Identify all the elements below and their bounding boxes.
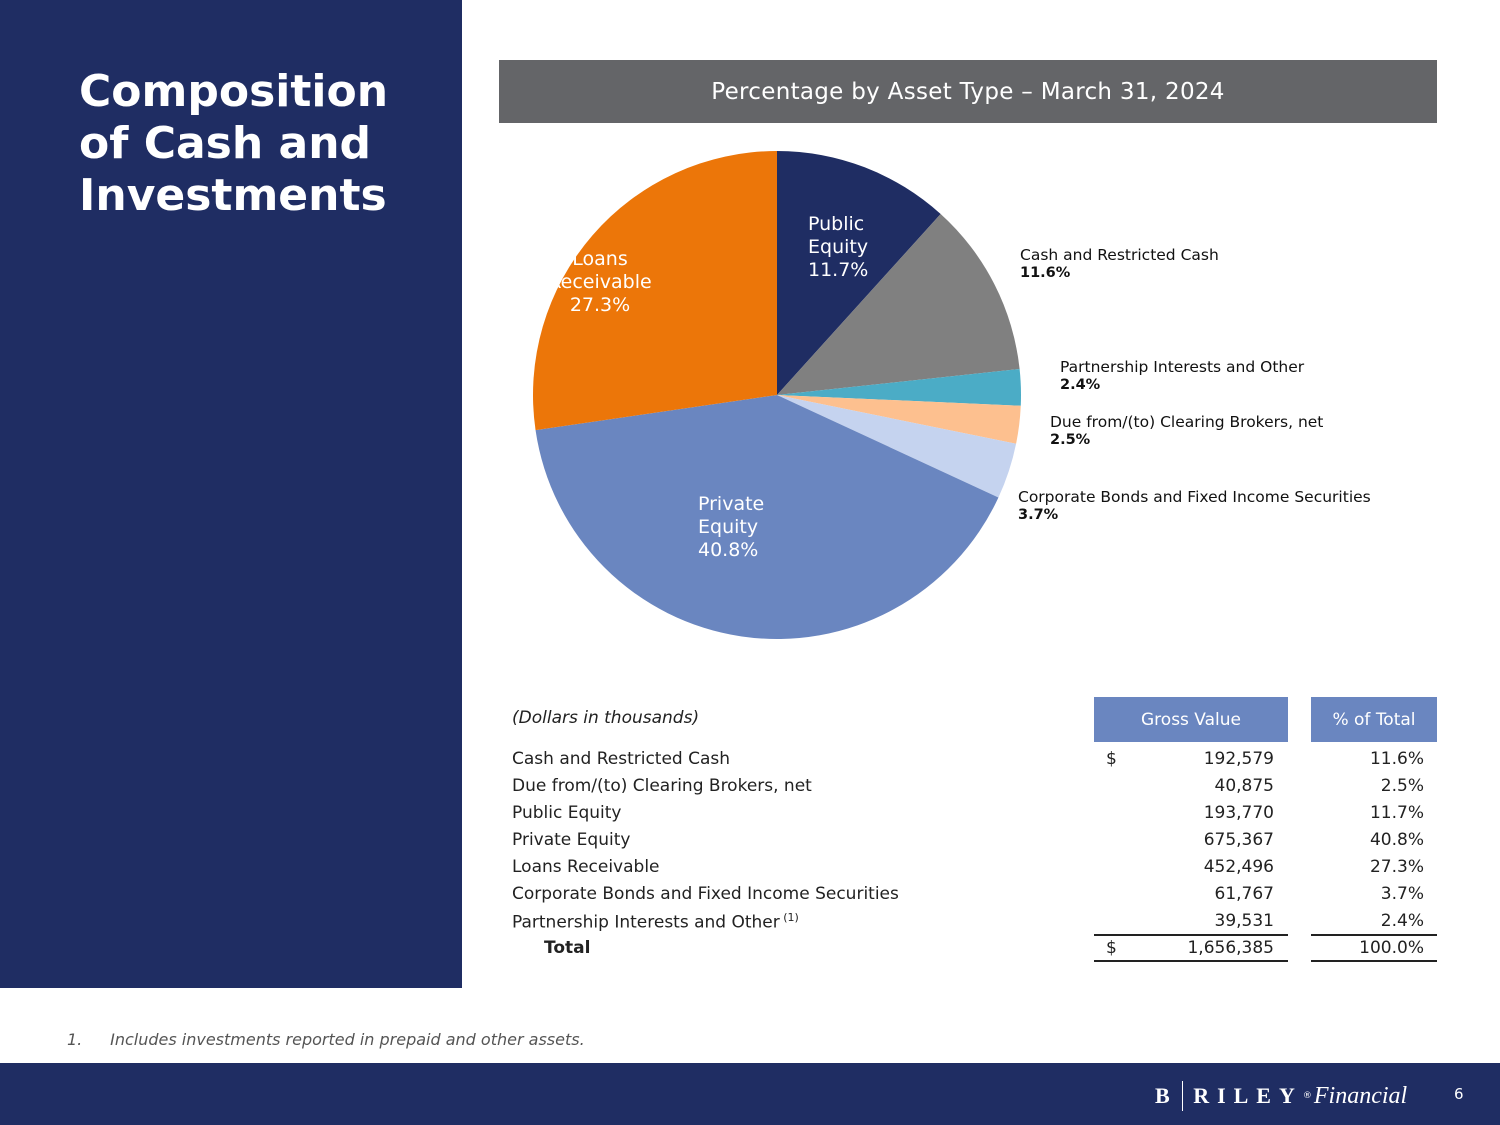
pie-label-partnership-interests-and-other: Partnership Interests and Other 2.4% [1060, 358, 1305, 393]
pie-label-private-equity: Private Equity 40.8% [698, 493, 764, 561]
pct-total-cell: 3.7% [1380, 884, 1424, 904]
footer-bar [0, 1063, 1500, 1125]
gross-value-cell: 40,875 [1214, 776, 1274, 796]
currency-symbol: $ [1106, 749, 1117, 769]
pie-label-loans-receivable: Loans Receivable 27.3% [548, 248, 651, 316]
pie-slice-cash-and-restricted-cash [777, 214, 1020, 395]
subtotal-rule-pct [1311, 934, 1437, 936]
pct-total-cell: 2.4% [1380, 911, 1424, 931]
subtotal-rule-gross [1094, 934, 1288, 936]
page-title: Composition of Cash and Investments [79, 66, 389, 221]
left-panel: Composition of Cash and Investments [0, 0, 462, 988]
total-label: Total [544, 938, 591, 958]
gross-value-cell: 193,770 [1203, 803, 1274, 823]
total-rule-pct [1311, 960, 1437, 962]
pie-slice-public-equity [777, 151, 941, 395]
pie-slice-corporate-bonds-and-fixed-income-securities [777, 395, 1017, 498]
page-number: 6 [1454, 1085, 1464, 1103]
gross-value-cell: 39,531 [1214, 911, 1274, 931]
logo-suffix: Financial [1313, 1082, 1408, 1109]
pie-slice-due-from-to-clearing-brokers-net [777, 395, 1021, 444]
pie-label-due-from-to-clearing-brokers-net: Due from/(to) Clearing Brokers, net 2.5% [1050, 413, 1323, 448]
gross-value-cell: 61,767 [1214, 884, 1274, 904]
row-label: Corporate Bonds and Fixed Income Securit… [512, 884, 899, 904]
gross-value-cell: 675,367 [1203, 830, 1274, 850]
gross-value-cell: 192,579 [1203, 749, 1274, 769]
table-units-note: (Dollars in thousands) [512, 708, 700, 728]
row-label: Cash and Restricted Cash [512, 749, 731, 769]
gross-value-cell: 452,496 [1203, 857, 1274, 877]
row-label: Loans Receivable [512, 857, 660, 877]
pct-total-cell: 2.5% [1380, 776, 1424, 796]
logo-divider [1181, 1081, 1184, 1111]
logo-letter: B [1155, 1083, 1172, 1108]
pie-slice-partnership-interests-and-other [777, 368, 1021, 406]
logo-mark: ® [1302, 1091, 1312, 1101]
pct-total-cell: 11.7% [1369, 803, 1424, 823]
pct-total-cell: 40.8% [1369, 830, 1424, 850]
pie-label-public-equity: Public Equity 11.7% [808, 213, 868, 281]
logo-word: RILEY [1193, 1083, 1303, 1108]
chart-title: Percentage by Asset Type – March 31, 202… [499, 60, 1437, 123]
pie-label-corporate-bonds-and-fixed-income-securities: Corporate Bonds and Fixed Income Securit… [1018, 488, 1371, 523]
pie-label-cash-and-restricted-cash: Cash and Restricted Cash 11.6% [1020, 246, 1219, 281]
total-rule-gross [1094, 960, 1288, 962]
footnote-marker: (1) [779, 911, 799, 924]
pie-chart: Public Equity 11.7% Cash and Restricted Cas… [533, 151, 1371, 639]
company-logo: B RILEY ® Financial [1155, 1081, 1407, 1111]
footnote: 1. Includes investments reported in prep… [67, 1030, 585, 1049]
pie-slice-loans-receivable [533, 151, 777, 431]
pie-slice-private-equity [535, 395, 999, 639]
footnote-number: 1. [67, 1030, 83, 1049]
pct-total-cell: 27.3% [1369, 857, 1424, 877]
pct-total-header: % of Total [1311, 697, 1437, 742]
gross-value-header: Gross Value [1094, 697, 1288, 742]
total-currency-symbol: $ [1106, 938, 1117, 958]
row-label: Private Equity [512, 830, 631, 850]
total-gross-value: 1,656,385 [1187, 938, 1274, 958]
pct-total-cell: 11.6% [1369, 749, 1424, 769]
row-label: Partnership Interests and Other (1) [512, 911, 799, 933]
row-label: Due from/(to) Clearing Brokers, net [512, 776, 812, 796]
footnote-text: Includes investments reported in prepaid… [110, 1030, 585, 1049]
total-pct: 100.0% [1359, 938, 1424, 958]
row-label: Public Equity [512, 803, 622, 823]
